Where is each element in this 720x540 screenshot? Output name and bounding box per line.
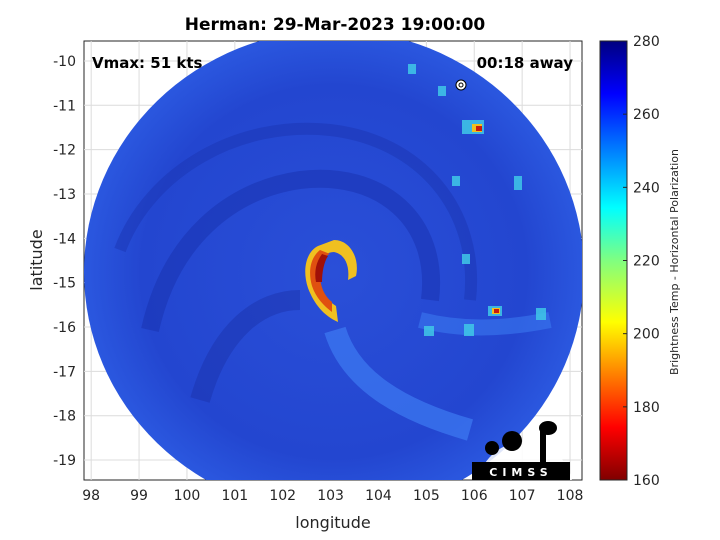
- rain-band: [324, 326, 474, 441]
- y-tick-label: -10: [53, 54, 76, 70]
- rain-band: [418, 312, 552, 336]
- logo-text: CIMSS: [489, 466, 552, 479]
- x-tick-label: 108: [557, 488, 584, 504]
- chart-title: Herman: 29-Mar-2023 19:00:00: [185, 15, 486, 35]
- colorbar-tick-label: 240: [633, 180, 660, 196]
- y-tick-label: -11: [53, 98, 76, 114]
- y-tick-label: -17: [53, 364, 76, 380]
- cimss-logo: CIMSS: [472, 421, 572, 480]
- y-tick-label: -13: [53, 187, 76, 203]
- colorbar-tick-label: 180: [633, 400, 660, 416]
- colorbar-tick-label: 280: [633, 34, 660, 50]
- colorbar: [599, 40, 628, 481]
- colorbar-tick-label: 260: [633, 107, 660, 123]
- eyewall-core: [310, 250, 332, 312]
- x-tick-label: 104: [365, 488, 392, 504]
- x-tick-label: 99: [130, 488, 148, 504]
- spiral-band: [114, 122, 478, 301]
- x-tick-label: 106: [461, 488, 488, 504]
- x-axis-ticks: 98 99 100 101 102 103 104 105 106 107 108: [82, 488, 583, 504]
- spiral-band: [190, 290, 301, 403]
- x-tick-label: 101: [221, 488, 248, 504]
- colorbar-tick-label: 220: [633, 254, 660, 270]
- x-tick-label: 103: [317, 488, 344, 504]
- x-tick-label: 105: [413, 488, 440, 504]
- hot-cells: [476, 126, 499, 313]
- x-tick-label: 107: [509, 488, 536, 504]
- swath-disc: [84, 41, 582, 480]
- colorbar-tick-label: 160: [633, 473, 660, 489]
- x-axis-label: longitude: [295, 513, 370, 532]
- y-tick-label: -16: [53, 320, 76, 336]
- colorbar-tick-label: 200: [633, 327, 660, 343]
- y-tick-label: -12: [53, 143, 76, 159]
- y-axis-label: latitude: [27, 229, 46, 290]
- colorbar-ticks: 280 260 240 220 200 180 160: [623, 34, 660, 489]
- vmax-label: Vmax: 51 kts: [92, 54, 202, 72]
- hurricane-symbol-icon: [455, 79, 467, 91]
- y-tick-label: -18: [53, 409, 76, 425]
- colorbar-label: Brightness Temp - Horizontal Polarizatio…: [668, 149, 681, 375]
- y-tick-label: -19: [53, 453, 76, 469]
- x-tick-label: 100: [174, 488, 201, 504]
- spiral-band: [141, 169, 441, 332]
- y-tick-label: -14: [53, 231, 76, 247]
- y-axis-ticks: -10 -11 -12 -13 -14 -15 -16 -17 -18 -19: [53, 54, 76, 469]
- away-label: 00:18 away: [477, 54, 574, 72]
- x-tick-label: 98: [82, 488, 100, 504]
- eyewall-peak: [315, 254, 328, 282]
- x-tick-label: 102: [269, 488, 296, 504]
- y-tick-label: -15: [53, 276, 76, 292]
- swath-image: [84, 41, 582, 480]
